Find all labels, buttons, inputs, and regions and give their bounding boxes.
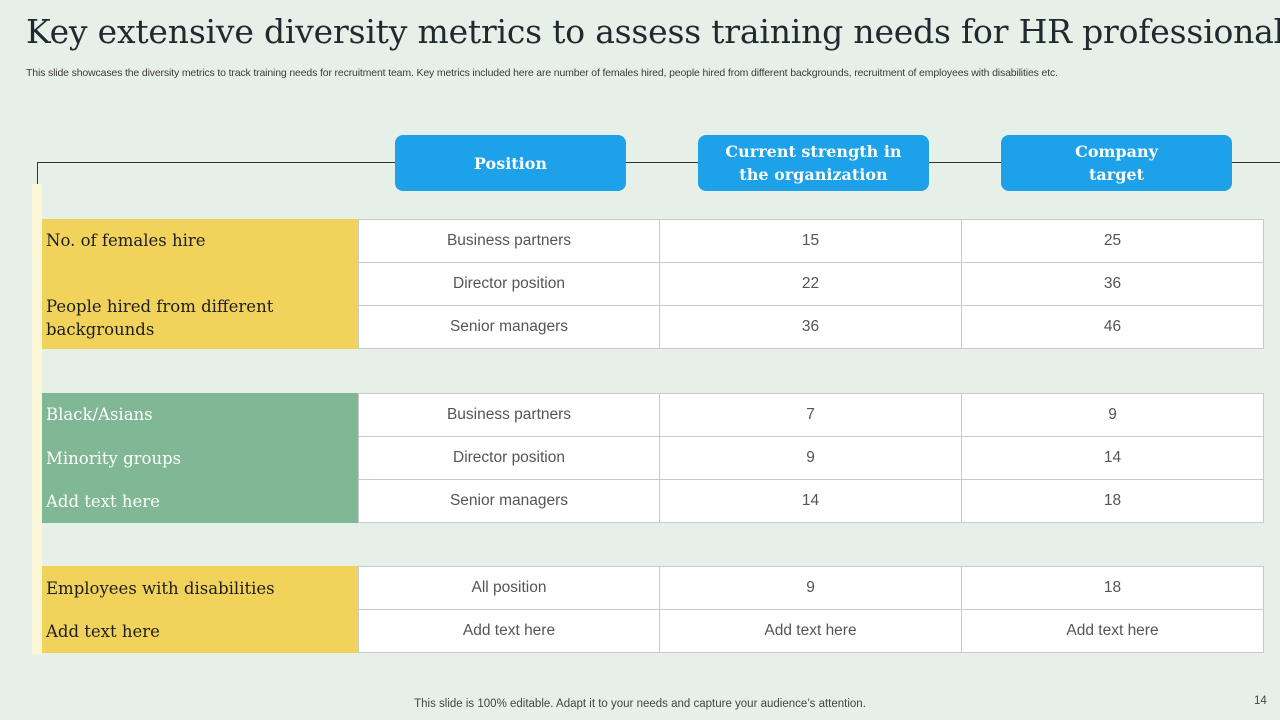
left-accent-bar xyxy=(32,184,42,654)
table-cell-target: 14 xyxy=(961,436,1264,480)
table-cell-position: Senior managers xyxy=(358,479,660,523)
table-cell-current: 7 xyxy=(659,393,962,437)
group-block-disabilities xyxy=(42,566,358,653)
table-cell-target: 36 xyxy=(961,262,1264,306)
header-position: Position xyxy=(395,135,626,191)
label-add-text-green: Add text here xyxy=(46,492,160,511)
label-employees-disabilities: Employees with disabilities xyxy=(46,579,275,598)
table-cell-position: Add text here xyxy=(358,609,660,653)
header-company-target: Company target xyxy=(1001,135,1232,191)
table-cell-target: 18 xyxy=(961,479,1264,523)
page-number: 14 xyxy=(1254,695,1267,707)
label-black-asians: Black/Asians xyxy=(46,405,153,424)
label-minority-groups: Minority groups xyxy=(46,449,182,468)
table-cell-position: Business partners xyxy=(358,219,660,263)
table-cell-target: 25 xyxy=(961,219,1264,263)
slide-subtitle: This slide showcases the diversity metri… xyxy=(26,67,1058,79)
table-cell-target: 46 xyxy=(961,305,1264,349)
header-connector-line xyxy=(37,162,1280,163)
table-cell-current: 36 xyxy=(659,305,962,349)
table-cell-current: 14 xyxy=(659,479,962,523)
table-cell-current: 9 xyxy=(659,436,962,480)
table-cell-current: 15 xyxy=(659,219,962,263)
table-cell-position: Director position xyxy=(358,436,660,480)
table-cell-target: Add text here xyxy=(961,609,1264,653)
label-females-hire: No. of females hire xyxy=(46,231,206,250)
group-block-females-backgrounds xyxy=(42,219,358,349)
group-block-minorities xyxy=(42,393,358,523)
table-cell-position: Senior managers xyxy=(358,305,660,349)
label-different-backgrounds: People hired from different backgrounds xyxy=(46,297,274,339)
slide-title: Key extensive diversity metrics to asses… xyxy=(26,12,1280,51)
footer-note: This slide is 100% editable. Adapt it to… xyxy=(414,698,866,710)
table-cell-target: 18 xyxy=(961,566,1264,610)
left-connector-line xyxy=(37,162,38,190)
table-cell-position: All position xyxy=(358,566,660,610)
table-cell-current: 9 xyxy=(659,566,962,610)
table-cell-current: Add text here xyxy=(659,609,962,653)
label-add-text-yellow: Add text here xyxy=(46,622,160,641)
header-current-strength: Current strength in the organization xyxy=(698,135,929,191)
table-cell-target: 9 xyxy=(961,393,1264,437)
table-cell-position: Director position xyxy=(358,262,660,306)
table-cell-current: 22 xyxy=(659,262,962,306)
table-cell-position: Business partners xyxy=(358,393,660,437)
